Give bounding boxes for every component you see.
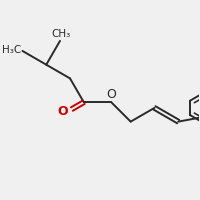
Text: CH₃: CH₃: [51, 29, 71, 39]
Text: O: O: [106, 88, 116, 101]
Text: O: O: [58, 105, 68, 118]
Text: H₃C: H₃C: [2, 45, 21, 55]
